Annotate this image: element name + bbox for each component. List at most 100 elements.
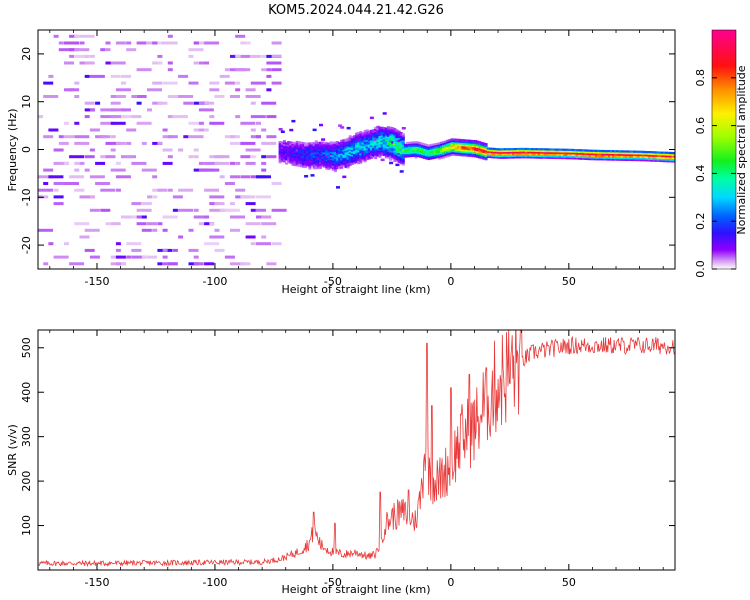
spectrogram-signal-cell [590, 156, 594, 159]
spectrogram-signal-cell [376, 152, 380, 156]
spectrogram-noise-cell [250, 115, 266, 119]
spectrogram-signal-cell [531, 149, 535, 152]
spectrogram-signal-cell [457, 152, 460, 155]
spectrogram-signal-cell [484, 144, 488, 147]
spectrogram-signal-cell [365, 151, 369, 154]
spectrogram-signal-cell [444, 150, 448, 153]
spectrogram-signal-cell [344, 150, 348, 153]
spectrogram-signal-cell [389, 136, 393, 139]
spectrogram-signal-cell [327, 146, 331, 149]
spectrogram-signal-cell [457, 140, 460, 143]
spectrogram-noise-cell [115, 41, 126, 45]
spectrogram-signal-cell [346, 152, 350, 155]
spectrogram-signal-cell [327, 157, 331, 160]
spectrogram-signal-cell [614, 150, 618, 153]
spectrogram-signal-cell [302, 143, 305, 146]
spectrogram-signal-cell [365, 144, 369, 147]
spectrogram-signal-cell [304, 164, 308, 167]
spectrogram-signal-cell [393, 158, 397, 161]
spectrogram-signal-cell [629, 157, 632, 160]
spectrogram-signal-cell [350, 152, 354, 155]
spectrogram-signal-cell [624, 157, 628, 160]
spectrogram-noise-cell [136, 222, 147, 226]
spectrogram-signal-cell [586, 154, 590, 157]
spectrogram-signal-cell [471, 153, 475, 156]
spectrogram-noise-cell [214, 202, 225, 206]
spectrogram-signal-cell [539, 149, 543, 153]
spectrogram-signal-cell [338, 145, 342, 148]
spectrogram-signal-cell [399, 152, 403, 155]
spectrogram-signal-cell [650, 156, 654, 159]
spectrogram-noise-cell [198, 161, 204, 165]
spectrogram-noise-cell [183, 135, 189, 139]
spectrogram-signal-cell [537, 153, 541, 156]
spectrogram-signal-cell [448, 142, 452, 145]
spectrogram-signal-cell [372, 154, 377, 157]
spectrogram-signal-cell [306, 149, 310, 152]
spectrogram-signal-cell [646, 157, 649, 160]
spectrogram-signal-cell [348, 138, 352, 141]
spectrogram-signal-cell [282, 153, 286, 156]
spectrogram-signal-cell [590, 151, 594, 154]
spectrogram-noise-cell [162, 228, 168, 232]
spectrogram-signal-cell [531, 156, 535, 159]
spectrogram-signal-cell [592, 156, 596, 159]
spectrogram-signal-cell [310, 157, 314, 160]
spectrogram-signal-cell [457, 143, 460, 146]
spectrogram-signal-cell [336, 141, 339, 144]
spectrogram-signal-cell [357, 136, 361, 140]
spectrogram-noise-cell [162, 148, 173, 152]
spectrogram-signal-cell [278, 149, 282, 152]
spectrogram-signal-cell [310, 153, 314, 157]
spectrogram-signal-cell [633, 155, 637, 158]
spectrogram-signal-cell [590, 158, 594, 161]
spectrogram-signal-cell [631, 158, 635, 162]
spectrogram-signal-cell [278, 152, 282, 155]
spectrogram-signal-cell [673, 157, 675, 160]
spectrogram-signal-cell [378, 133, 383, 137]
spectrogram-signal-cell [369, 139, 373, 143]
spectrogram-signal-cell [548, 156, 552, 159]
spectrogram-signal-cell [427, 144, 431, 147]
spectrogram-signal-cell [291, 155, 295, 158]
spectrogram-signal-cell [310, 152, 314, 155]
spectrogram-signal-cell [299, 146, 303, 149]
spectrogram-signal-cell [556, 155, 560, 158]
spectrogram-signal-cell [471, 145, 475, 148]
spectrogram-noise-cell [115, 175, 131, 179]
spectrogram-signal-cell [382, 142, 386, 145]
spectrogram-signal-cell [652, 151, 656, 154]
spectrogram-signal-cell [289, 158, 293, 161]
spectrogram-noise-cell [162, 215, 178, 219]
spectrogram-signal-cell [333, 161, 337, 164]
spectrogram-signal-cell [357, 160, 361, 163]
spectrogram-signal-cell [393, 141, 397, 144]
spectrogram-signal-cell [325, 164, 329, 167]
spectrogram-signal-cell [331, 168, 335, 171]
spectrogram-signal-cell [435, 154, 439, 157]
spectrogram-signal-cell [573, 152, 577, 155]
spectrogram-signal-cell [316, 143, 320, 146]
spectrogram-signal-cell [444, 142, 448, 145]
spectrogram-signal-cell [467, 146, 471, 149]
x-tick-label: 0 [447, 576, 454, 589]
spectrogram-signal-cell [312, 148, 316, 151]
spectrogram-signal-cell [508, 153, 511, 156]
spectrogram-signal-cell [635, 159, 639, 162]
spectrogram-signal-cell [348, 140, 352, 143]
spectrogram-signal-cell [633, 157, 637, 160]
spectrogram-signal-cell [669, 153, 673, 156]
spectrogram-signal-cell [382, 127, 386, 130]
spectrogram-noise-cell [188, 135, 204, 139]
spectrogram-signal-cell [382, 140, 386, 143]
spectrogram-signal-cell [546, 148, 550, 151]
spectrogram-signal-cell [467, 154, 471, 157]
spectrogram-signal-cell [333, 170, 337, 173]
spectrogram-signal-cell [302, 157, 305, 160]
spectrogram-signal-cell [346, 144, 350, 147]
spectrogram-signal-cell [302, 148, 305, 151]
spectrogram-signal-cell [571, 152, 575, 155]
spectrogram-signal-cell [304, 147, 308, 150]
spectrogram-signal-cell [291, 153, 295, 156]
spectrogram-noise-cell [58, 135, 64, 139]
